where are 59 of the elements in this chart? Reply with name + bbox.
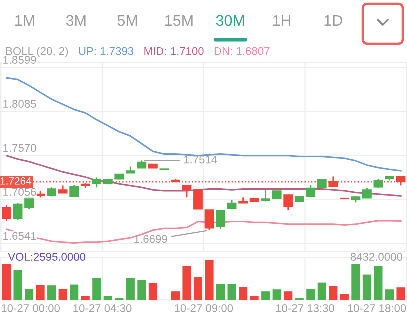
bar [228,284,236,300]
bar [70,284,79,300]
bar [14,270,22,300]
bar [272,290,282,300]
bar [318,282,326,300]
bar [92,278,102,300]
text: 15M [166,15,193,26]
bar [36,285,45,300]
text: MID: 1.7100 [144,47,204,56]
bar [148,283,158,300]
bar [216,284,226,300]
bar [194,277,203,300]
bar [58,289,68,300]
bar [126,278,135,300]
bar [340,294,349,300]
legend-title: BOLL (20, 2) [6,47,68,58]
bar [396,288,406,300]
y-tick-label: 1.7570 [4,144,36,152]
bar [2,264,12,300]
bar [250,296,259,300]
annotation: 1.6699 [134,235,168,244]
bar [374,266,383,300]
text: UP: 1.7393 [79,47,134,56]
bar [262,292,270,300]
bar [205,260,214,300]
x-tick-label: 10-27 18:00 [348,304,406,312]
bar [48,286,56,300]
text: 1D [324,15,342,26]
bar [362,274,372,300]
ref-line-label: 1.7264 [0,178,32,185]
text: 1H [273,15,291,26]
bar [171,292,180,300]
x-tick-label: 10-27 04:30 [74,304,132,312]
y-tick-label: 1.7056 [4,188,36,196]
x-tick-label: 10-27 00:00 [2,304,60,312]
bar [182,266,192,300]
bar [138,280,146,300]
bar [329,286,338,300]
annotation: 1.7514 [184,156,218,164]
annotation: VOL:2595.0000 [8,253,86,261]
x-tick-label: 10-27 13:30 [276,304,334,312]
bar [104,296,112,300]
bar [239,287,248,300]
text: 3M [66,15,86,26]
annotation: 8432.0000 [350,253,402,261]
text: 5M [118,15,138,26]
y-tick-label: 1.6541 [4,232,36,240]
bar [25,289,34,300]
x-tick-label: 10-27 09:00 [175,304,234,312]
text: 30M [216,15,244,26]
text: DN: 1.6807 [214,47,270,56]
bar [306,289,316,300]
bar [284,292,293,300]
bar [81,296,90,300]
bar [352,264,360,300]
y-tick-label: 1.8085 [4,100,36,108]
bar [385,290,394,300]
y-tick-label: 1.8599 [4,56,36,64]
text: 1M [16,15,34,26]
